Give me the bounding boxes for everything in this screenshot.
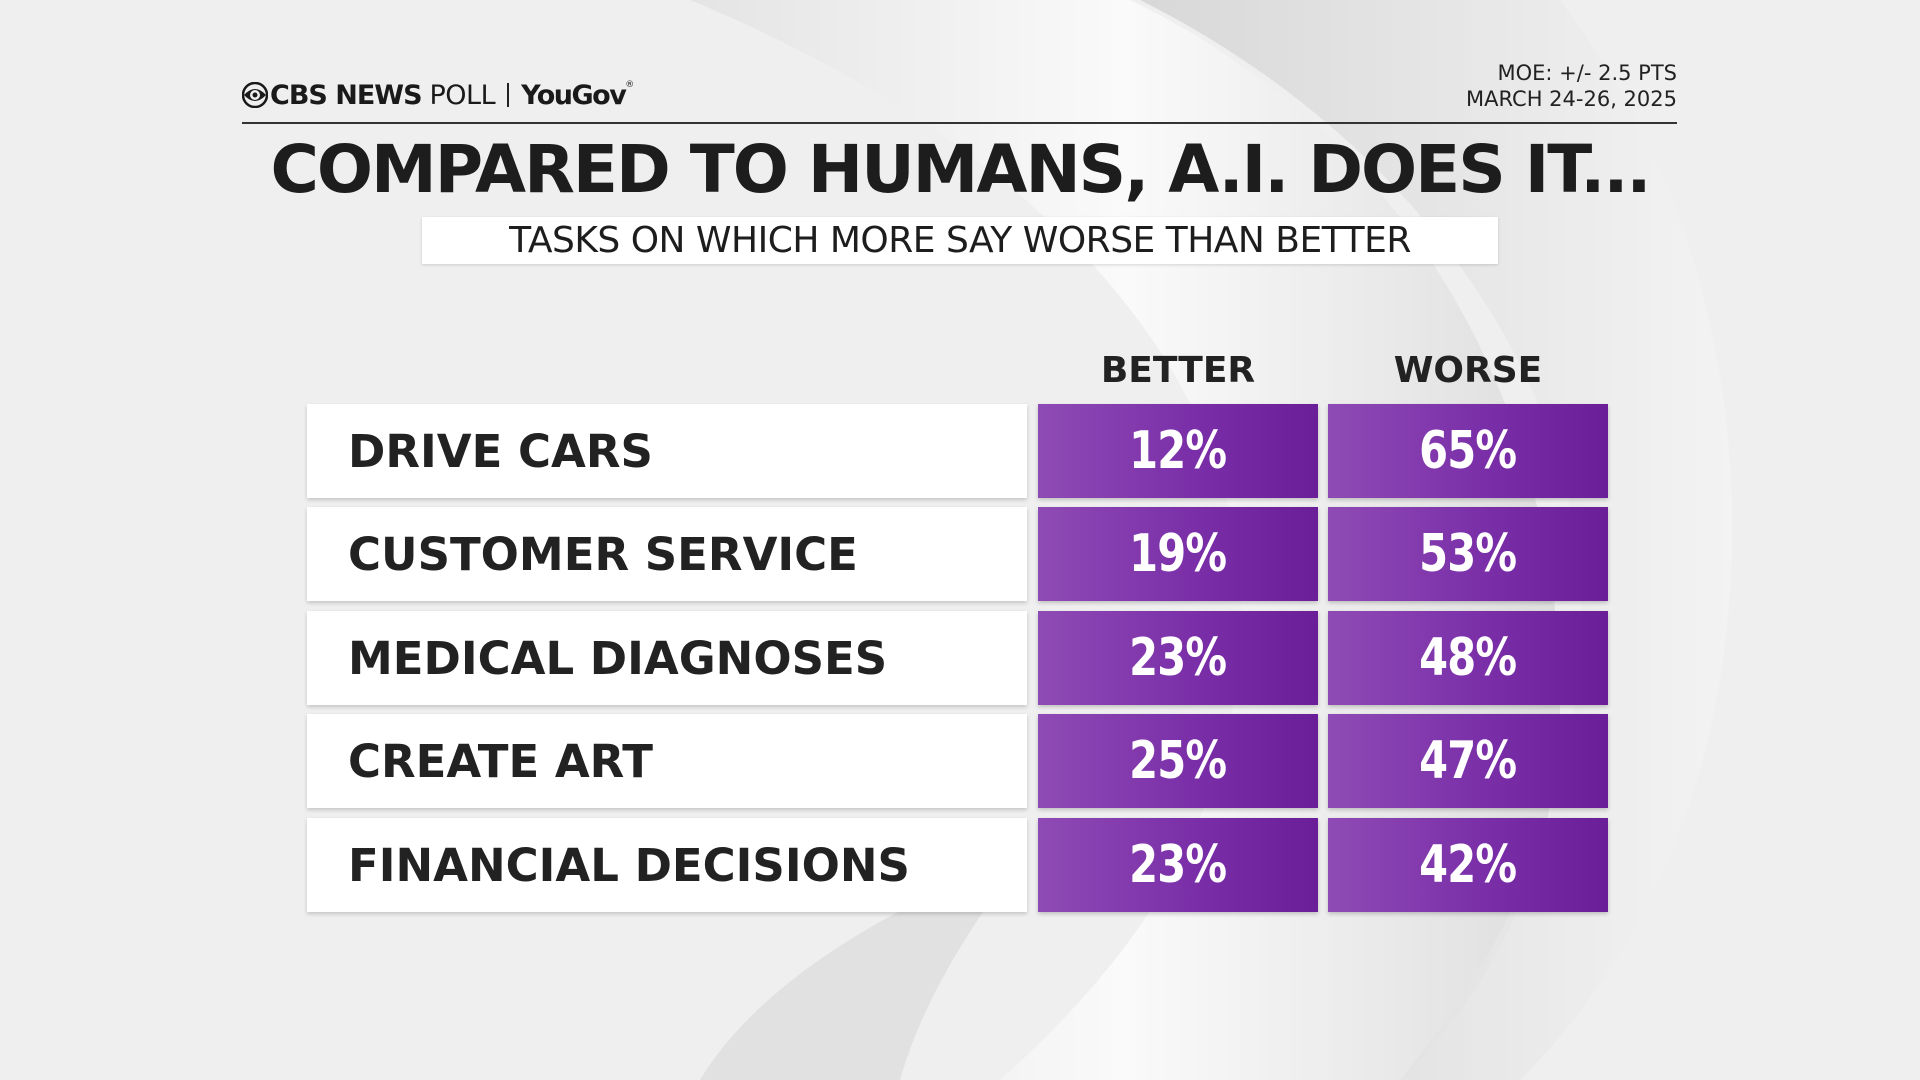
row-label: FINANCIAL DECISIONS xyxy=(348,838,910,892)
partner-name: YouGov xyxy=(521,79,627,111)
value-better: 12% xyxy=(1129,421,1227,481)
value-worse: 48% xyxy=(1419,628,1517,688)
column-header-worse: WORSE xyxy=(1393,350,1543,391)
header-divider xyxy=(242,122,1677,124)
value-worse: 42% xyxy=(1419,835,1517,895)
cell-worse: 47% xyxy=(1328,714,1608,808)
row-label-box: CUSTOMER SERVICE xyxy=(307,507,1027,601)
row-label: MEDICAL DIAGNOSES xyxy=(348,631,888,685)
poll-dates: MARCH 24-26, 2025 xyxy=(1466,87,1677,111)
brand-logo: CBS NEWS POLL YouGov® xyxy=(242,76,634,114)
cell-worse: 48% xyxy=(1328,611,1608,705)
column-header-better: BETTER xyxy=(1100,350,1256,391)
registered-mark: ® xyxy=(625,79,634,90)
brand-secondary: POLL xyxy=(429,79,496,111)
row-label: CUSTOMER SERVICE xyxy=(348,527,858,581)
table-row: FINANCIAL DECISIONS 23% 42% xyxy=(307,818,1608,912)
table-row: CREATE ART 25% 47% xyxy=(307,714,1608,808)
brand-divider xyxy=(507,83,510,107)
margin-of-error: MOE: +/- 2.5 PTS xyxy=(1497,61,1677,85)
value-worse: 53% xyxy=(1419,524,1517,584)
row-label-box: CREATE ART xyxy=(307,714,1027,808)
cell-better: 23% xyxy=(1038,611,1318,705)
cell-better: 19% xyxy=(1038,507,1318,601)
chart-title: COMPARED TO HUMANS, A.I. DOES IT... xyxy=(270,131,1651,208)
row-label-box: DRIVE CARS xyxy=(307,404,1027,498)
value-better: 25% xyxy=(1129,731,1227,791)
table-row: DRIVE CARS 12% 65% xyxy=(307,404,1608,498)
cell-better: 12% xyxy=(1038,404,1318,498)
cell-better: 23% xyxy=(1038,818,1318,912)
value-better: 19% xyxy=(1129,524,1227,584)
table-row: MEDICAL DIAGNOSES 23% 48% xyxy=(307,611,1608,705)
row-label-box: FINANCIAL DECISIONS xyxy=(307,818,1027,912)
subtitle-banner: TASKS ON WHICH MORE SAY WORSE THAN BETTE… xyxy=(422,217,1498,264)
cbs-eye-icon xyxy=(242,82,268,108)
brand-primary: CBS NEWS xyxy=(270,79,423,111)
cell-worse: 65% xyxy=(1328,404,1608,498)
cell-worse: 42% xyxy=(1328,818,1608,912)
value-better: 23% xyxy=(1129,835,1227,895)
value-worse: 65% xyxy=(1419,421,1517,481)
partner-logo: YouGov® xyxy=(521,79,634,111)
cell-better: 25% xyxy=(1038,714,1318,808)
chart-subtitle: TASKS ON WHICH MORE SAY WORSE THAN BETTE… xyxy=(509,220,1411,261)
cell-worse: 53% xyxy=(1328,507,1608,601)
poll-meta: MOE: +/- 2.5 PTS MARCH 24-26, 2025 xyxy=(1466,60,1677,112)
row-label: DRIVE CARS xyxy=(348,424,653,478)
value-worse: 47% xyxy=(1419,731,1517,791)
row-label-box: MEDICAL DIAGNOSES xyxy=(307,611,1027,705)
row-label: CREATE ART xyxy=(348,734,654,788)
value-better: 23% xyxy=(1129,628,1227,688)
table-row: CUSTOMER SERVICE 19% 53% xyxy=(307,507,1608,601)
